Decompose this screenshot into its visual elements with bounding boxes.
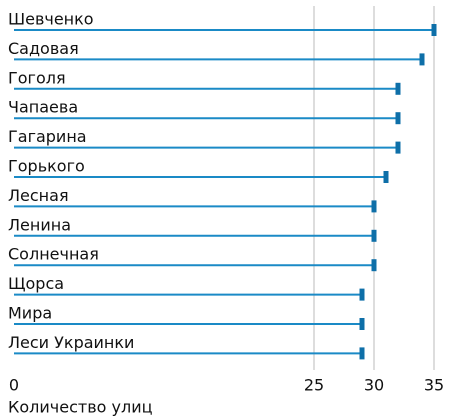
x-axis-label: Количество улиц [8, 398, 153, 417]
x-tick-label: 25 [304, 376, 324, 395]
bar-end-marker [395, 82, 401, 95]
bar-end-marker [383, 171, 389, 183]
y-tick-label: Садовая [8, 39, 79, 58]
x-tick-label: 0 [9, 376, 19, 395]
bar-end-marker [359, 288, 365, 301]
bar-end-marker [359, 347, 365, 360]
y-tick-label: Шевченко [8, 10, 94, 29]
y-tick-label: Леси Украинки [8, 333, 134, 352]
bar-end-marker [431, 24, 437, 36]
bar-end-marker [371, 259, 377, 272]
bar-end-marker [359, 318, 365, 330]
x-tick-label: 35 [424, 376, 444, 395]
y-tick-label: Гоголя [8, 68, 66, 87]
y-tick-label: Щорса [8, 274, 64, 293]
y-tick-label: Солнечная [8, 245, 99, 264]
y-tick-label: Горького [8, 157, 85, 176]
y-tick-label: Мира [8, 304, 52, 323]
bar-end-marker [395, 112, 401, 125]
y-tick-label: Чапаева [8, 98, 78, 117]
y-tick-label: Гагарина [8, 127, 87, 146]
bar-end-marker [371, 200, 377, 213]
y-tick-label: Ленина [8, 215, 71, 234]
x-tick-label: 30 [364, 376, 384, 395]
bar-end-marker [419, 53, 425, 66]
y-tick-label: Лесная [8, 186, 69, 205]
bar-end-marker [371, 229, 377, 242]
bar-end-marker [395, 141, 401, 154]
